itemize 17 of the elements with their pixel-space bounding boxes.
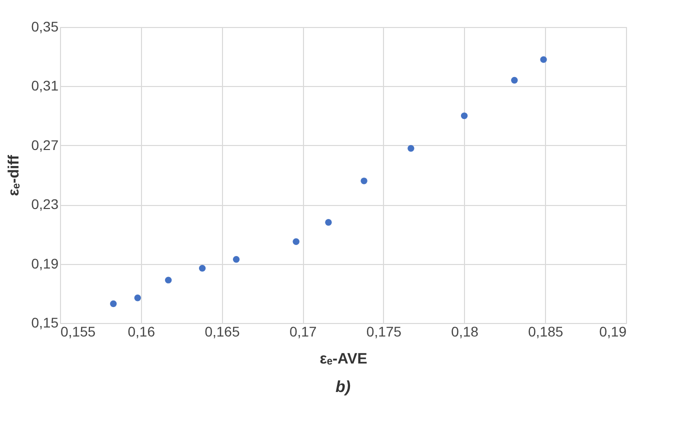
x-tick-label: 0,17 [289,324,317,340]
x-tick-label: 0,185 [528,324,564,340]
y-axis-title: εₑ-diff [5,154,22,196]
x-tick-label: 0,175 [366,324,402,340]
y-tick-label: 0,15 [31,314,59,330]
text: b) [335,379,351,396]
y-tick-label: 0,23 [31,196,59,212]
x-tick-label: 0,165 [204,324,240,340]
y-tick-label: 0,27 [31,136,59,153]
x-tick-label: 0,155 [60,324,96,340]
x-axis-title: εₑ-AVE [320,350,368,368]
x-tick-label: 0,19 [599,324,627,340]
y-tick-label: 0,31 [31,78,59,94]
y-tick-label: 0,19 [31,255,59,272]
x-tick-label: 0,16 [128,324,156,340]
y-tick-label: 0,35 [31,18,59,34]
x-tick-label: 0,18 [451,324,479,340]
